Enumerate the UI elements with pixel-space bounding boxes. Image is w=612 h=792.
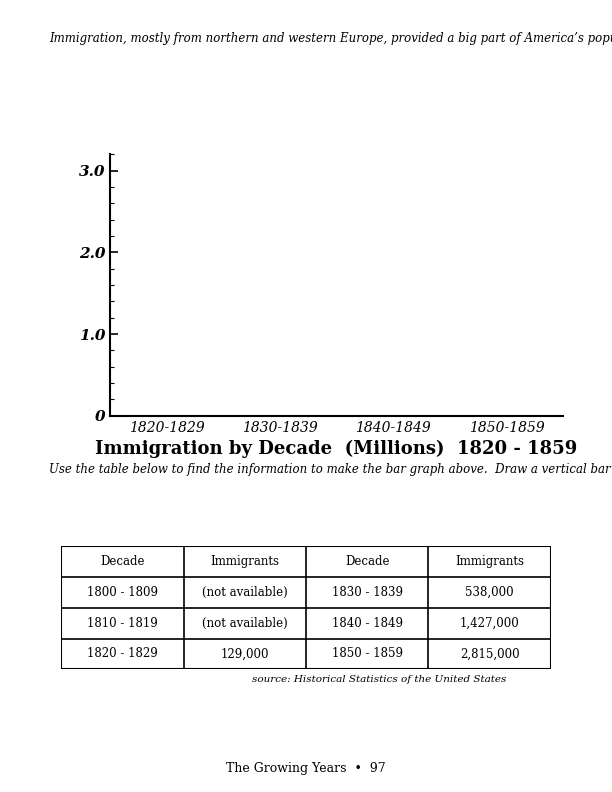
Text: Use the table below to find the information to make the bar graph above.  Draw a: Use the table below to find the informat… <box>49 463 612 476</box>
Text: Immigrants: Immigrants <box>211 555 279 569</box>
Text: (not available): (not available) <box>202 617 288 630</box>
Text: Immigrants: Immigrants <box>455 555 524 569</box>
Text: 1800 - 1809: 1800 - 1809 <box>87 586 158 599</box>
Text: Immigration by Decade  (Millions)  1820 - 1859: Immigration by Decade (Millions) 1820 - … <box>95 440 578 458</box>
Text: 1850 - 1859: 1850 - 1859 <box>332 647 403 661</box>
Text: 1820 - 1829: 1820 - 1829 <box>87 647 158 661</box>
Text: The Growing Years  •  97: The Growing Years • 97 <box>226 762 386 775</box>
Text: Immigration, mostly from northern and western Europe, provided a big part of Ame: Immigration, mostly from northern and we… <box>49 32 612 44</box>
Text: 1830 - 1839: 1830 - 1839 <box>332 586 403 599</box>
Text: 2,815,000: 2,815,000 <box>460 647 520 661</box>
Text: 1810 - 1819: 1810 - 1819 <box>87 617 158 630</box>
Text: (not available): (not available) <box>202 586 288 599</box>
Text: 1840 - 1849: 1840 - 1849 <box>332 617 403 630</box>
Text: source: Historical Statistics of the United States: source: Historical Statistics of the Uni… <box>252 675 507 683</box>
Text: Decade: Decade <box>345 555 389 569</box>
Text: 538,000: 538,000 <box>465 586 514 599</box>
Text: Decade: Decade <box>100 555 144 569</box>
Text: 1,427,000: 1,427,000 <box>460 617 520 630</box>
Text: 129,000: 129,000 <box>220 647 269 661</box>
